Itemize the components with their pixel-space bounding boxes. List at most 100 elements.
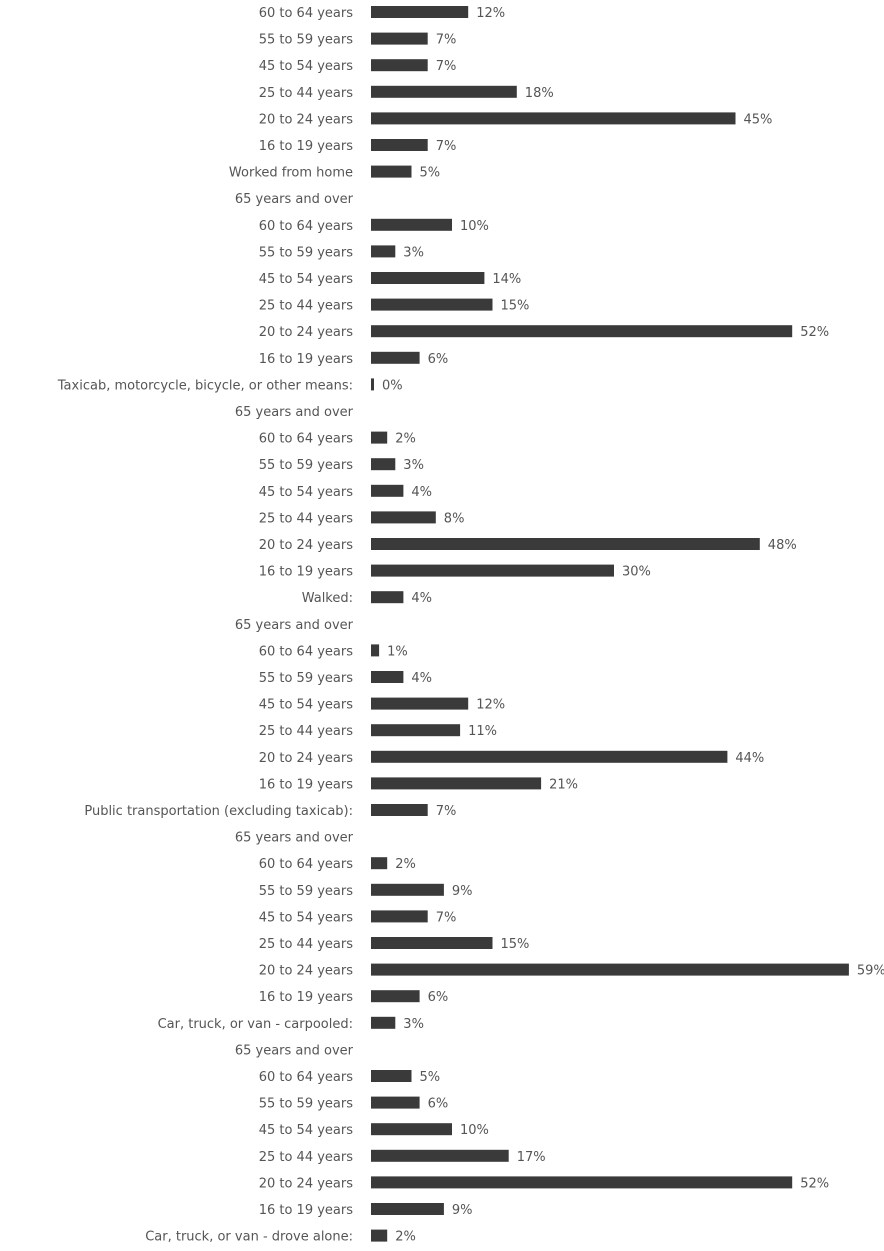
bar [371,272,485,284]
data-label: 1% [387,644,408,659]
bar [371,937,493,949]
data-label: 9% [452,884,473,899]
category-label: 55 to 59 years [259,1097,354,1112]
category-label: 25 to 44 years [259,511,354,526]
data-label: 7% [436,139,457,154]
bar [371,1070,412,1082]
data-label: 0% [382,378,403,393]
category-label: 16 to 19 years [259,1203,354,1218]
category-label: 55 to 59 years [259,458,354,473]
category-label: Car, truck, or van - carpooled: [158,1017,353,1032]
category-label: Car, truck, or van - drove alone: [145,1230,353,1245]
bar [371,1123,452,1136]
category-label: Walked: [302,591,353,606]
data-label: 44% [735,751,764,766]
category-label: 20 to 24 years [259,1176,354,1191]
data-label: 7% [436,804,457,819]
bar [371,1229,388,1242]
data-label: 2% [395,1230,416,1245]
data-label: 6% [428,352,449,367]
category-label: 45 to 54 years [259,1123,354,1138]
bar [371,1096,420,1109]
bar [371,139,428,151]
data-label: 52% [800,325,829,340]
bar [371,112,736,125]
bar [371,165,412,178]
bar [371,644,380,657]
bar [371,777,542,790]
category-label: 16 to 19 years [259,565,354,580]
data-label: 10% [460,219,489,234]
value-labels-group: 12% 7% 7% 18% 45% 7% 5% 10% 3% 14% 15% 52% 6% 0% 2% 3% 4… [382,6,884,1245]
bar [371,85,517,98]
data-label: 59% [857,964,884,979]
category-label: 25 to 44 years [259,86,354,101]
bar [371,591,404,604]
data-label: 12% [476,6,505,21]
category-label: 25 to 44 years [259,724,354,739]
data-label: 7% [436,59,457,74]
category-label: 60 to 64 years [259,857,354,872]
category-label: 65 years and over [235,618,354,633]
bar [371,750,728,763]
category-label: Taxicab, motorcycle, bicycle, or other m… [57,378,353,393]
category-label: 20 to 24 years [259,751,354,766]
data-label: 7% [436,33,457,48]
data-label: 14% [492,272,521,287]
bar [371,458,396,471]
category-labels-group: 60 to 64 years 55 to 59 years 45 to 54 yea… [57,6,354,1245]
data-label: 15% [501,937,530,952]
category-label: 25 to 44 years [259,299,354,314]
category-label: 20 to 24 years [259,538,354,553]
bar [371,697,469,710]
bar [371,378,374,391]
data-label: 12% [476,698,505,713]
data-label: 52% [800,1176,829,1191]
data-label: 5% [420,1070,441,1085]
category-label: 45 to 54 years [259,272,354,287]
data-label: 15% [501,299,530,314]
category-label: 55 to 59 years [259,884,354,899]
data-label: 8% [444,511,465,526]
bar [371,218,452,231]
bar [371,724,461,737]
bars-group [371,6,849,1242]
category-label: 16 to 19 years [259,777,354,792]
bar [371,298,493,311]
bar [371,245,396,258]
bar [371,564,614,577]
bar [371,32,428,45]
data-label: 2% [395,857,416,872]
bar [371,1203,444,1215]
data-label: 4% [411,671,432,686]
category-label: Worked from home [229,166,353,181]
bar [371,1176,793,1189]
category-label: 65 years and over [235,831,354,846]
category-label: 55 to 59 years [259,245,354,260]
data-label: 6% [428,1097,449,1112]
category-label: 16 to 19 years [259,352,354,367]
data-label: 45% [744,112,773,127]
data-label: 3% [403,245,424,260]
bar [371,59,428,72]
category-label: 25 to 44 years [259,1150,354,1165]
data-label: 3% [403,1017,424,1032]
category-label: 45 to 54 years [259,59,354,74]
data-label: 2% [395,432,416,447]
data-label: 4% [411,485,432,500]
category-label: 25 to 44 years [259,937,354,952]
bar [371,325,793,338]
data-label: 48% [768,538,797,553]
bar [371,538,760,550]
bar [371,990,420,1003]
category-label: 65 years and over [235,405,354,420]
category-label: 60 to 64 years [259,432,354,447]
category-label: 55 to 59 years [259,671,354,686]
category-label: 65 years and over [235,1043,354,1058]
category-label: 45 to 54 years [259,698,354,713]
bar [371,351,420,364]
category-label: 45 to 54 years [259,910,354,925]
data-label: 6% [428,990,449,1005]
bar [371,6,469,18]
category-label: 55 to 59 years [259,33,354,48]
